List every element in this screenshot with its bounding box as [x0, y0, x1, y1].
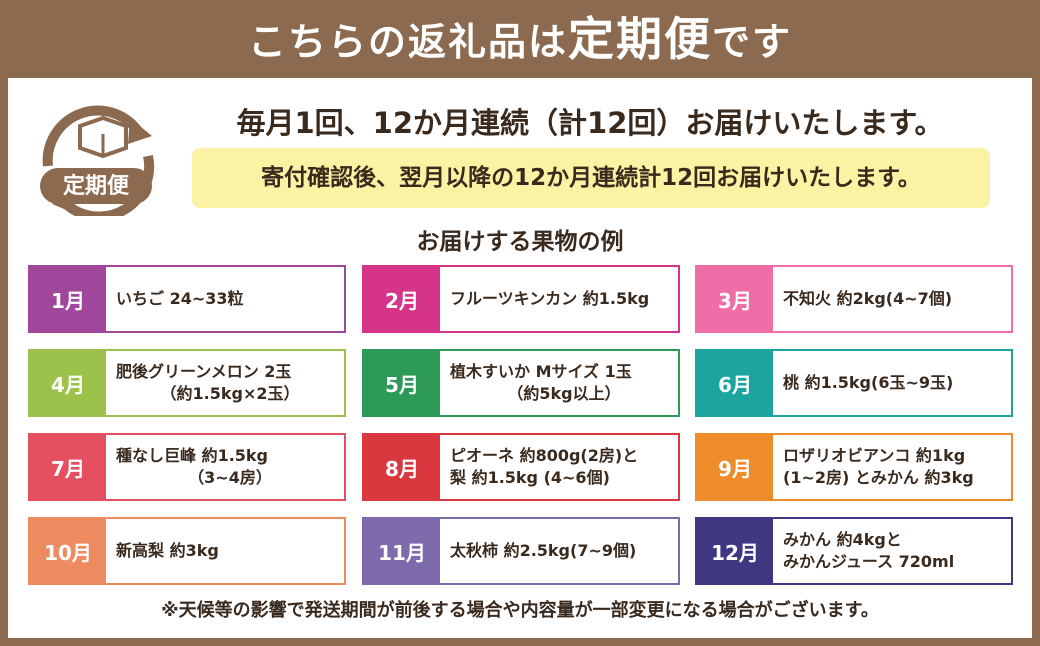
item-line: みかんジュース 720ml — [783, 552, 955, 571]
month-label: 2月 — [364, 267, 440, 331]
month-items: 新高梨 約3kg — [106, 519, 344, 583]
month-card: 10月 新高梨 約3kg — [28, 517, 346, 585]
item-line: 新高梨 約3kg — [116, 541, 219, 560]
month-label: 5月 — [364, 351, 440, 415]
note: 寄付確認後、翌月以降の12か月連続計12回お届けいたします。 — [192, 148, 990, 208]
item-line: いちご 24~33粒 — [116, 289, 244, 308]
month-label: 10月 — [30, 519, 106, 583]
month-label: 12月 — [697, 519, 773, 583]
item-line: フルーツキンカン 約1.5kg — [450, 289, 650, 308]
month-card: 3月 不知火 約2kg(4~7個) — [695, 265, 1013, 333]
month-card: 12月 みかん 約4kgとみかんジュース 720ml — [695, 517, 1013, 585]
item-line: ピオーネ 約800g(2房)と — [450, 446, 639, 465]
month-items: 種なし巨峰 約1.5kg （3~4房） — [106, 435, 344, 499]
item-line: 肥後グリーンメロン 2玉 — [116, 362, 292, 381]
month-label: 3月 — [697, 267, 773, 331]
month-card: 11月 太秋柿 約2.5kg(7~9個) — [362, 517, 680, 585]
item-line: 桃 約1.5kg(6玉~9玉) — [783, 373, 954, 392]
month-items: 桃 約1.5kg(6玉~9玉) — [773, 351, 1011, 415]
item-line: （3~4房） — [188, 468, 272, 487]
month-items: フルーツキンカン 約1.5kg — [440, 267, 678, 331]
month-items: みかん 約4kgとみかんジュース 720ml — [773, 519, 1011, 583]
month-card: 9月 ロザリオビアンコ 約1kg (1~2房) とみかん 約3kg — [695, 433, 1013, 501]
item-line: (1~2房) とみかん 約3kg — [783, 468, 974, 487]
title-part: 定期便 — [568, 12, 712, 66]
section-title: お届けする果物の例 — [416, 229, 624, 255]
item-line: （約5kg以上） — [507, 384, 621, 403]
month-label: 4月 — [30, 351, 106, 415]
month-label: 9月 — [697, 435, 773, 499]
item-line: 種なし巨峰 約1.5kg — [116, 446, 269, 465]
icon-label: 定期便 — [63, 173, 130, 199]
month-card: 5月 植木すいか Mサイズ 1玉 （約5kg以上） — [362, 349, 680, 417]
month-items: 植木すいか Mサイズ 1玉 （約5kg以上） — [440, 351, 678, 415]
header-title: こちらの返礼品は定期便です — [0, 0, 1040, 78]
month-card: 4月 肥後グリーンメロン 2玉 （約1.5kg×2玉） — [28, 349, 346, 417]
month-card: 7月 種なし巨峰 約1.5kg （3~4房） — [28, 433, 346, 501]
item-line: 不知火 約2kg(4~7個) — [783, 289, 953, 308]
month-items: いちご 24~33粒 — [106, 267, 344, 331]
item-line: 太秋柿 約2.5kg(7~9個) — [450, 541, 637, 560]
month-label: 7月 — [30, 435, 106, 499]
month-label: 1月 — [30, 267, 106, 331]
month-label: 6月 — [697, 351, 773, 415]
item-line: みかん 約4kgと — [783, 530, 902, 549]
month-label: 11月 — [364, 519, 440, 583]
month-items: ピオーネ 約800g(2房)と梨 約1.5kg (4~6個) — [440, 435, 678, 499]
month-items: 肥後グリーンメロン 2玉 （約1.5kg×2玉） — [106, 351, 344, 415]
headline: 毎月1回、12か月連続（計12回）お届けいたします。 — [236, 106, 944, 140]
item-line: 植木すいか Mサイズ 1玉 — [450, 362, 632, 381]
month-card: 6月桃 約1.5kg(6玉~9玉) — [695, 349, 1013, 417]
title-part: です — [712, 20, 793, 64]
month-items: 不知火 約2kg(4~7個) — [773, 267, 1011, 331]
month-card: 2月 フルーツキンカン 約1.5kg — [362, 265, 680, 333]
item-line: ロザリオビアンコ 約1kg — [783, 446, 966, 465]
item-line: （約1.5kg×2玉） — [160, 384, 300, 403]
month-items: ロザリオビアンコ 約1kg (1~2房) とみかん 約3kg — [773, 435, 1011, 499]
month-card: 8月 ピオーネ 約800g(2房)と梨 約1.5kg (4~6個) — [362, 433, 680, 501]
item-line: 梨 約1.5kg (4~6個) — [450, 468, 610, 487]
title-part: こちらの返礼品は — [247, 20, 568, 64]
footnote: ※天候等の影響で発送期間が前後する場合や内容量が一部変更になる場合がございます。 — [161, 600, 879, 621]
subscription-icon: 定期便 — [40, 105, 155, 216]
month-label: 8月 — [364, 435, 440, 499]
month-card: 1月 いちご 24~33粒 — [28, 265, 346, 333]
month-items: 太秋柿 約2.5kg(7~9個) — [440, 519, 678, 583]
